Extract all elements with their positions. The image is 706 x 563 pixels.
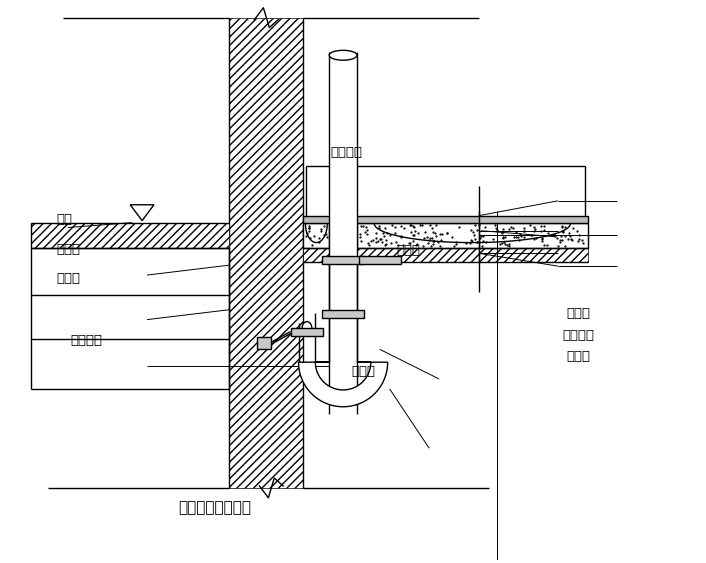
- Text: 细石砼: 细石砼: [56, 243, 80, 256]
- Text: 室内地面: 室内地面: [70, 333, 102, 347]
- Text: 套管: 套管: [56, 213, 72, 226]
- Bar: [359, 256, 400, 264]
- Text: 防水层: 防水层: [566, 307, 590, 320]
- Text: 排水管防水构造图: 排水管防水构造图: [178, 500, 251, 515]
- Text: 砼框边: 砼框边: [56, 272, 80, 285]
- Ellipse shape: [302, 321, 312, 336]
- Text: 水泥炉渣: 水泥炉渣: [563, 329, 594, 342]
- Polygon shape: [229, 17, 304, 488]
- Bar: [304, 216, 587, 222]
- Bar: [329, 52, 357, 414]
- Ellipse shape: [329, 50, 357, 60]
- Text: 抹灰层: 抹灰层: [566, 350, 590, 363]
- Polygon shape: [130, 205, 154, 221]
- Text: 排水立管: 排水立管: [330, 146, 363, 159]
- Text: 大便器: 大便器: [352, 365, 376, 378]
- Bar: [304, 222, 329, 248]
- Polygon shape: [304, 248, 587, 262]
- Bar: [257, 337, 271, 349]
- Polygon shape: [299, 362, 388, 406]
- Bar: [291, 328, 323, 337]
- Bar: [357, 222, 587, 248]
- Bar: [323, 310, 364, 318]
- Text: 止水条: 止水条: [396, 244, 420, 257]
- Bar: [323, 256, 364, 264]
- Polygon shape: [31, 222, 229, 248]
